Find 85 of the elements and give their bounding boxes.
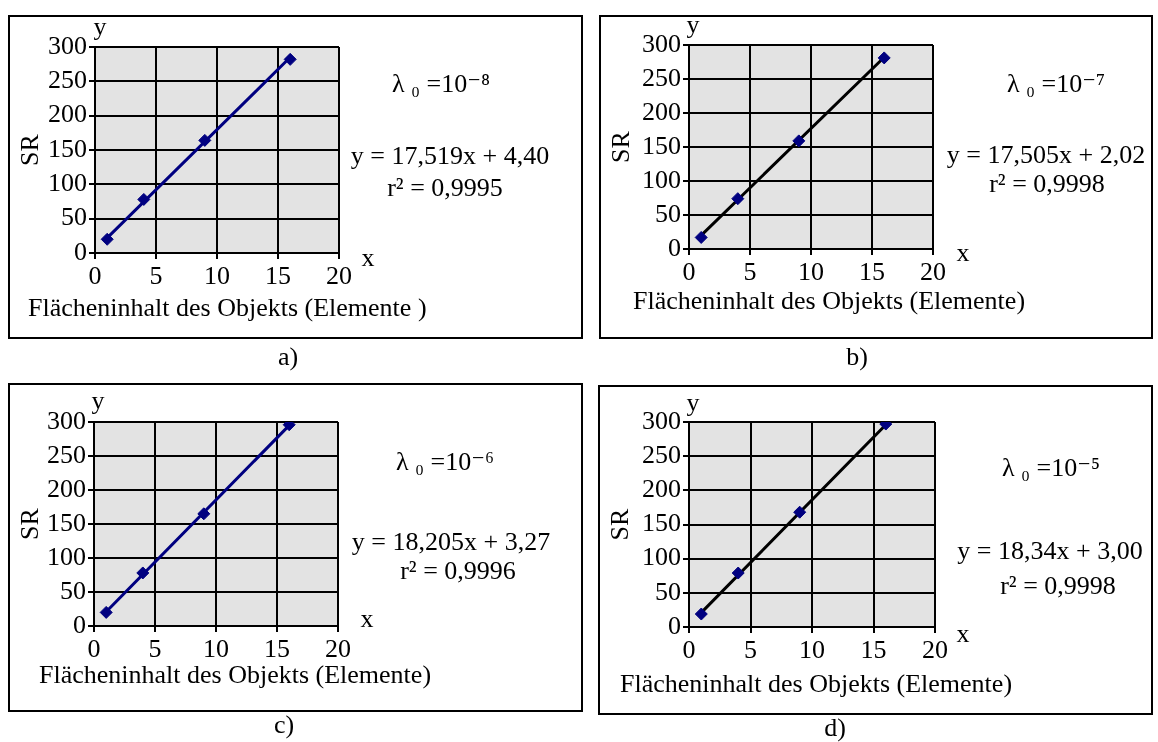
x-tick-label: 5 bbox=[149, 261, 163, 291]
text: x bbox=[361, 242, 375, 272]
y-tick-label: 300 bbox=[48, 30, 87, 60]
x-tick-label: 20 bbox=[922, 635, 948, 665]
y-tick-label: 200 bbox=[642, 474, 681, 504]
y-tick-label: 100 bbox=[47, 541, 86, 571]
point bbox=[99, 605, 113, 619]
text: y = 18,205x + 3,27 bbox=[351, 526, 551, 556]
y-tick-label: 250 bbox=[48, 65, 87, 95]
point bbox=[877, 51, 891, 65]
x-tick-label: 15 bbox=[265, 261, 291, 291]
text: λ ₀ =10⁻⁷ bbox=[1006, 68, 1106, 98]
y-tick-label: 200 bbox=[48, 99, 87, 129]
x-tick-label: 20 bbox=[326, 261, 352, 291]
point bbox=[197, 507, 211, 521]
x-tick-label: 10 bbox=[204, 261, 230, 291]
y-tick-label: 300 bbox=[642, 28, 681, 58]
x-tick-label: 5 bbox=[744, 635, 757, 665]
text: a) bbox=[276, 342, 300, 371]
x-tick-label: 10 bbox=[798, 257, 824, 287]
y-tick-label: 300 bbox=[47, 405, 86, 435]
text: r² = 0,9998 bbox=[989, 168, 1105, 198]
y-tick-label: 50 bbox=[60, 575, 86, 605]
y-tick-label: 0 bbox=[668, 610, 681, 640]
x-tick-label: 5 bbox=[743, 257, 757, 287]
y-tick-label: 100 bbox=[642, 542, 681, 572]
y-tick-label: 150 bbox=[642, 130, 681, 160]
text: b) bbox=[845, 342, 869, 371]
text: y = 18,34x + 3,00 bbox=[957, 535, 1143, 565]
point bbox=[731, 566, 745, 580]
point bbox=[731, 192, 745, 206]
text: y bbox=[686, 387, 700, 417]
y-axis-title: SR bbox=[15, 507, 45, 540]
text: r² = 0,9996 bbox=[400, 555, 516, 585]
x-tick-label: 15 bbox=[859, 257, 885, 287]
text: λ ₀ =10⁻⁸ bbox=[391, 68, 491, 98]
text: y = 17,505x + 2,02 bbox=[946, 139, 1146, 169]
y-tick-label: 50 bbox=[655, 576, 681, 606]
point bbox=[793, 505, 807, 519]
point bbox=[694, 607, 708, 621]
y-axis-title: SR bbox=[605, 507, 635, 541]
text: d) bbox=[823, 713, 847, 742]
text: x bbox=[360, 603, 374, 633]
y-tick-label: 0 bbox=[668, 232, 681, 262]
text: r² = 0,9995 bbox=[387, 172, 503, 202]
text: r² = 0,9998 bbox=[1000, 570, 1116, 600]
y-tick-label: 50 bbox=[61, 202, 87, 232]
text: y bbox=[686, 9, 700, 39]
y-tick-label: 0 bbox=[74, 236, 87, 266]
y-tick-label: 200 bbox=[47, 473, 86, 503]
y-tick-label: 250 bbox=[642, 439, 681, 469]
text: x bbox=[956, 618, 970, 648]
point bbox=[100, 232, 114, 246]
y-axis-title: SR bbox=[15, 133, 45, 166]
point bbox=[283, 52, 297, 66]
text: λ ₀ =10⁻⁵ bbox=[1001, 452, 1101, 482]
point bbox=[136, 566, 150, 580]
point bbox=[198, 133, 212, 147]
y-tick-label: 200 bbox=[642, 96, 681, 126]
x-tick-label: 10 bbox=[799, 635, 825, 665]
y-axis-title: SR bbox=[606, 130, 636, 163]
y-tick-label: 300 bbox=[642, 405, 681, 435]
x-axis-title: Flächeninhalt des Objekts (Elemente ) bbox=[28, 292, 427, 322]
text: x bbox=[956, 237, 970, 267]
x-axis-title: Flächeninhalt des Objekts (Elemente) bbox=[633, 285, 1026, 315]
y-tick-label: 250 bbox=[642, 62, 681, 92]
text: λ ₀ =10⁻⁶ bbox=[395, 446, 495, 476]
y-tick-label: 150 bbox=[642, 508, 681, 538]
x-tick-label: 15 bbox=[860, 635, 887, 665]
y-tick-label: 150 bbox=[47, 507, 86, 537]
text: y = 17,519x + 4,40 bbox=[350, 140, 550, 170]
y-tick-label: 250 bbox=[47, 439, 86, 469]
point bbox=[694, 230, 708, 244]
text: y bbox=[93, 11, 107, 41]
y-tick-label: 50 bbox=[655, 198, 681, 228]
y-tick-label: 0 bbox=[73, 609, 86, 639]
x-axis-title: Flächeninhalt des Objekts (Elemente) bbox=[620, 668, 1013, 698]
text: c) bbox=[272, 710, 296, 739]
text: y bbox=[91, 385, 105, 415]
y-tick-label: 100 bbox=[642, 164, 681, 194]
x-tick-label: 20 bbox=[920, 257, 946, 287]
point bbox=[792, 134, 806, 148]
point bbox=[137, 192, 151, 206]
y-tick-label: 100 bbox=[48, 168, 87, 198]
y-tick-label: 150 bbox=[48, 133, 87, 163]
